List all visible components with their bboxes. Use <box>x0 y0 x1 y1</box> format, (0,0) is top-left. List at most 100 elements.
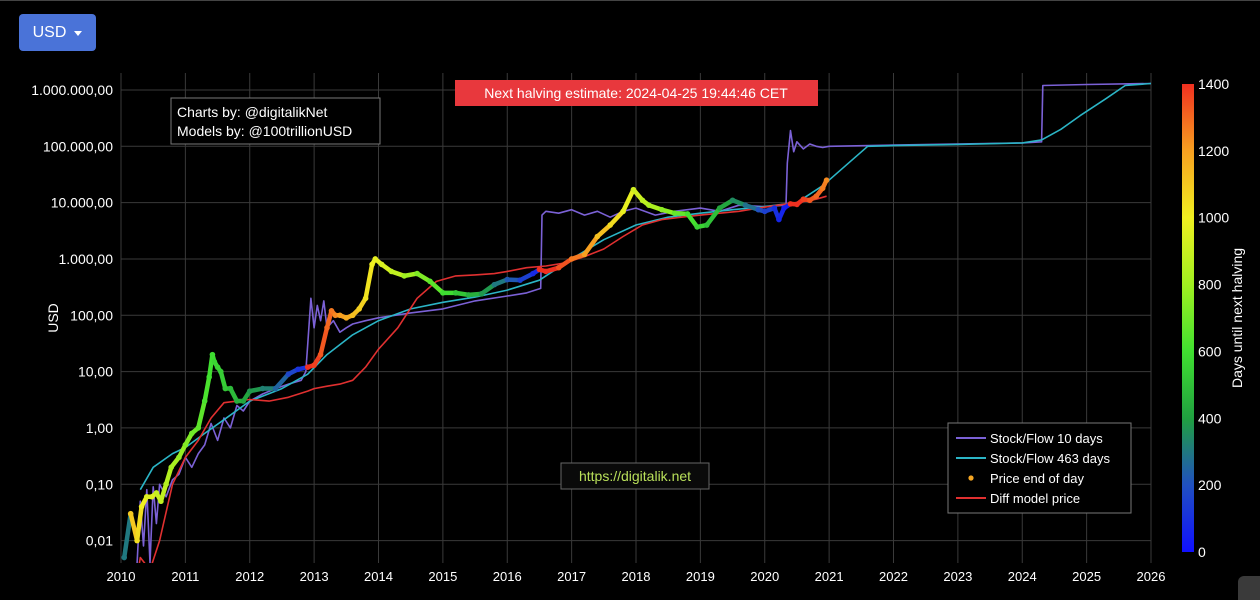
price-segment <box>134 504 144 543</box>
price-point <box>630 186 637 193</box>
price-point <box>143 493 150 500</box>
price-point <box>176 454 182 461</box>
price-point <box>206 374 212 380</box>
y-tick-label: 10.000,00 <box>51 195 113 211</box>
price-point <box>465 292 472 298</box>
price-point <box>658 206 665 213</box>
price-point <box>787 201 794 207</box>
legend-item-label: Stock/Flow 10 days <box>990 431 1103 446</box>
price-point <box>349 312 356 319</box>
price-point <box>478 291 485 297</box>
price-segment <box>595 222 613 239</box>
price-point <box>776 216 782 223</box>
colorbar-tick-label: 200 <box>1198 477 1222 493</box>
price-point <box>742 202 749 208</box>
price-point <box>530 270 536 277</box>
price-point <box>771 205 778 211</box>
price-point <box>158 498 164 505</box>
price-point <box>121 554 128 561</box>
x-tick-label: 2017 <box>557 569 586 584</box>
price-point <box>646 202 652 208</box>
price-segment <box>218 369 228 391</box>
series-line-stock-flow-463-days <box>139 82 1151 491</box>
x-tick-label: 2020 <box>750 569 779 584</box>
price-point <box>362 295 369 302</box>
price-point <box>343 315 350 321</box>
price-point <box>536 266 543 273</box>
gridlines <box>120 73 1152 563</box>
price-point <box>246 388 253 394</box>
price-point <box>317 351 324 358</box>
price-point <box>684 211 691 217</box>
site-url-text: https://digitalik.net <box>579 468 691 484</box>
price-point <box>594 233 601 240</box>
price-point <box>295 366 301 373</box>
y-tick-label: 1.000.000,00 <box>31 82 113 98</box>
colorbar-tick-label: 600 <box>1198 343 1222 359</box>
price-point <box>819 185 826 192</box>
price-point <box>729 197 736 204</box>
price-point <box>369 261 375 268</box>
y-axis-label: USD <box>45 303 61 333</box>
price-point <box>716 205 723 211</box>
price-point <box>794 201 800 208</box>
price-segment <box>273 371 291 391</box>
legend: Stock/Flow 10 days Stock/Flow 463 days Pri… <box>947 422 1132 514</box>
legend-item-label: Diff model price <box>990 491 1080 506</box>
price-point <box>285 371 292 377</box>
currency-dropdown-label: USD <box>32 23 67 41</box>
y-tick-label: 1,00 <box>86 420 113 436</box>
x-tick-label: 2010 <box>107 569 136 584</box>
price-segment <box>324 308 334 331</box>
halving-banner-text: Next halving estimate: 2024-04-25 19:44:… <box>484 85 788 101</box>
x-tick-label: 2014 <box>364 569 393 584</box>
x-tick-label: 2024 <box>1008 569 1037 584</box>
price-point <box>149 493 155 500</box>
price-point <box>781 205 787 211</box>
price-segment <box>363 262 375 301</box>
price-point <box>311 362 317 368</box>
currency-dropdown-button[interactable]: USD <box>19 14 96 51</box>
price-point <box>127 510 134 517</box>
halving-banner <box>455 80 818 106</box>
price-point <box>217 368 224 375</box>
price-segment <box>163 465 174 487</box>
price-point <box>761 208 768 215</box>
price-segment <box>582 234 600 257</box>
price-point <box>153 490 160 496</box>
series-line-stock-flow-10-days <box>136 82 1151 563</box>
x-tick-label: 2021 <box>815 569 844 584</box>
price-point <box>491 281 498 288</box>
price-point <box>607 222 614 228</box>
price-point <box>222 385 229 392</box>
legend-swatch-point <box>968 475 974 481</box>
site-url-box <box>560 462 710 490</box>
price-point <box>195 425 202 431</box>
price-point <box>168 464 175 471</box>
price-point <box>227 385 234 392</box>
price-point <box>671 210 678 216</box>
price-point <box>581 251 588 258</box>
price-point <box>388 268 395 275</box>
x-tick-label: 2012 <box>235 569 264 584</box>
price-point <box>401 273 408 279</box>
legend-item-label: Price end of day <box>990 471 1084 486</box>
price-segment <box>318 325 330 357</box>
colorbar-tick-label: 1000 <box>1198 210 1229 226</box>
x-tick-label: 2019 <box>686 569 715 584</box>
price-point <box>704 222 710 228</box>
credits-models-by: Models by: @100trillionUSD <box>177 123 352 139</box>
x-tick-label: 2018 <box>622 569 651 584</box>
price-point <box>272 385 279 392</box>
price-point <box>234 398 240 404</box>
plot-area <box>121 82 1151 563</box>
price-point <box>378 261 385 268</box>
y-tick-label: 100.000,00 <box>43 138 113 154</box>
price-point <box>356 306 362 312</box>
price-point <box>138 503 145 510</box>
price-point <box>823 177 830 183</box>
price-segment <box>704 205 722 228</box>
price-point <box>209 351 216 358</box>
corner-widget <box>1238 576 1260 600</box>
